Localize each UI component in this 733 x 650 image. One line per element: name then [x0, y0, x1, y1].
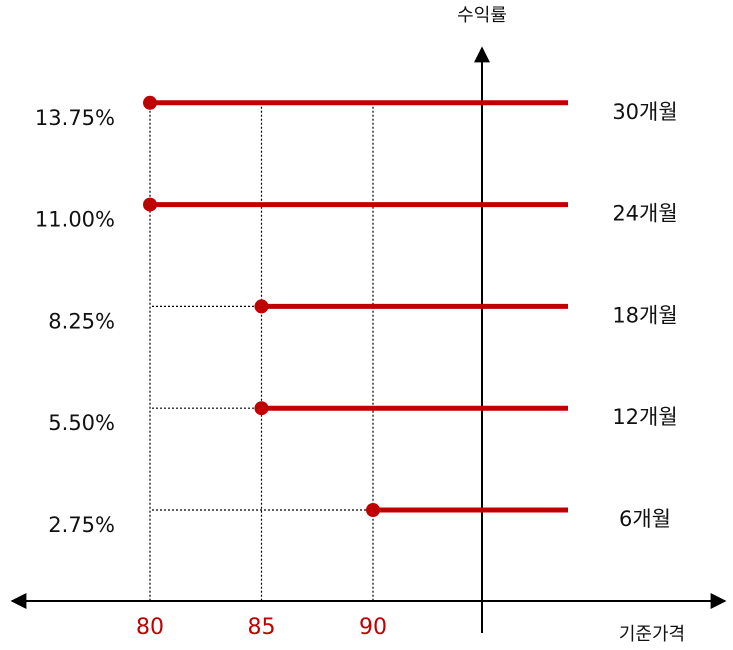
y-tick-label: 2.75% [48, 513, 115, 537]
series-label: 24개월 [612, 202, 677, 226]
x-tick-label: 85 [248, 615, 276, 640]
series-label: 18개월 [612, 303, 677, 327]
series-group: 30개월 24개월 18개월 12개월 6개월 [143, 95, 678, 531]
x-tick-labels: 80 85 90 [136, 615, 387, 640]
series-start-point [143, 197, 157, 212]
series-label: 6개월 [619, 507, 671, 531]
series-label: 30개월 [612, 100, 677, 124]
series-start-point [254, 299, 269, 314]
y-tick-label: 13.75% [35, 106, 115, 130]
x-tick-label: 90 [359, 615, 387, 640]
guide-lines [149, 102, 374, 601]
series-label: 12개월 [612, 405, 677, 429]
series-start-point [254, 401, 269, 416]
y-tick-label: 11.00% [35, 208, 115, 232]
series-start-point [366, 503, 380, 517]
y-tick-labels: 13.75% 11.00% 8.25% 5.50% 2.75% [35, 106, 115, 537]
y-tick-label: 5.50% [48, 411, 115, 435]
y-tick-label: 8.25% [48, 309, 115, 333]
series-start-point [143, 95, 157, 110]
y-axis-title: 수익률 [457, 5, 507, 26]
x-tick-label: 80 [136, 615, 164, 640]
x-axis-title: 기준가격 [619, 624, 685, 645]
